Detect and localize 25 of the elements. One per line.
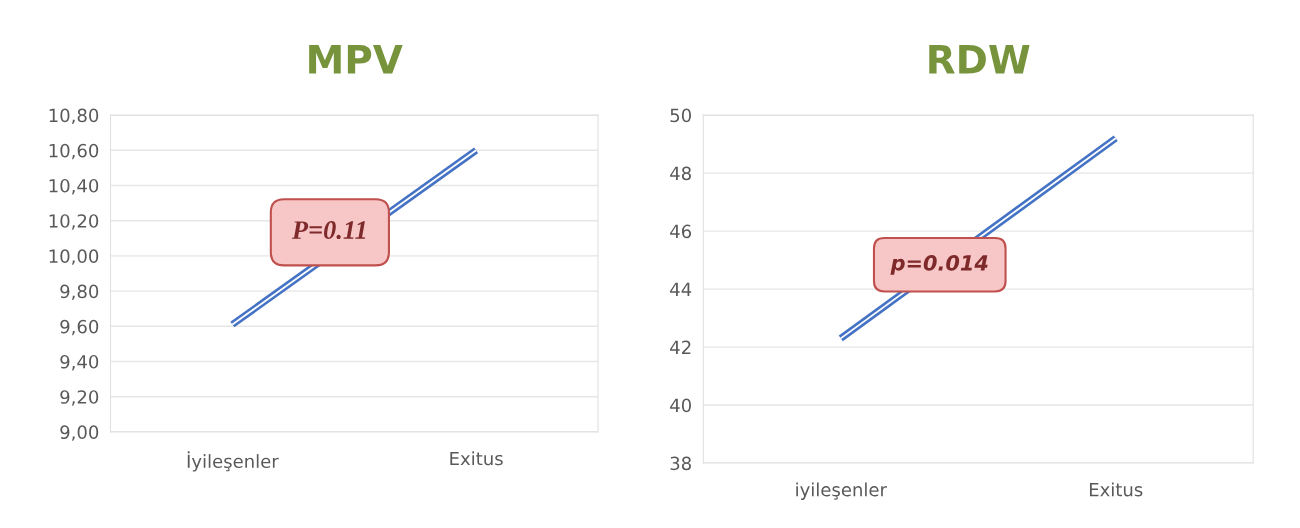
annotation: P=0.11 — [291, 221, 366, 240]
y-tick-label: 9,80 — [60, 284, 99, 301]
y-tick-label: 42 — [670, 340, 691, 354]
x-tick-label: Exitus — [1089, 482, 1143, 497]
chart-title: MPV — [309, 45, 403, 74]
y-tick-label: 10,40 — [49, 178, 99, 195]
x-tick-label: iyileşenler — [796, 482, 887, 500]
y-tick-label: 9,60 — [60, 319, 99, 336]
y-tick-label: 9,20 — [60, 390, 99, 406]
y-tick-label: 48 — [670, 166, 691, 181]
y-tick-label: 50 — [670, 108, 691, 123]
y-tick-label: 9,40 — [60, 354, 99, 371]
y-tick-label: 10,20 — [49, 214, 99, 230]
chart-title: RDW — [929, 45, 1030, 74]
y-tick-label: 40 — [670, 398, 691, 413]
y-tick-label: 46 — [670, 224, 692, 239]
y-tick-label: 38 — [670, 456, 691, 471]
y-tick-label: 10,80 — [49, 108, 99, 125]
y-tick-label: 10,60 — [49, 143, 99, 160]
annotation: p=0.014 — [890, 255, 988, 275]
y-tick-label: 10,00 — [49, 249, 99, 265]
y-tick-label: 9,00 — [60, 425, 99, 441]
x-tick-label: Exitus — [450, 451, 503, 466]
x-tick-label: İyileşenler — [187, 451, 279, 472]
y-tick-label: 44 — [670, 282, 692, 296]
